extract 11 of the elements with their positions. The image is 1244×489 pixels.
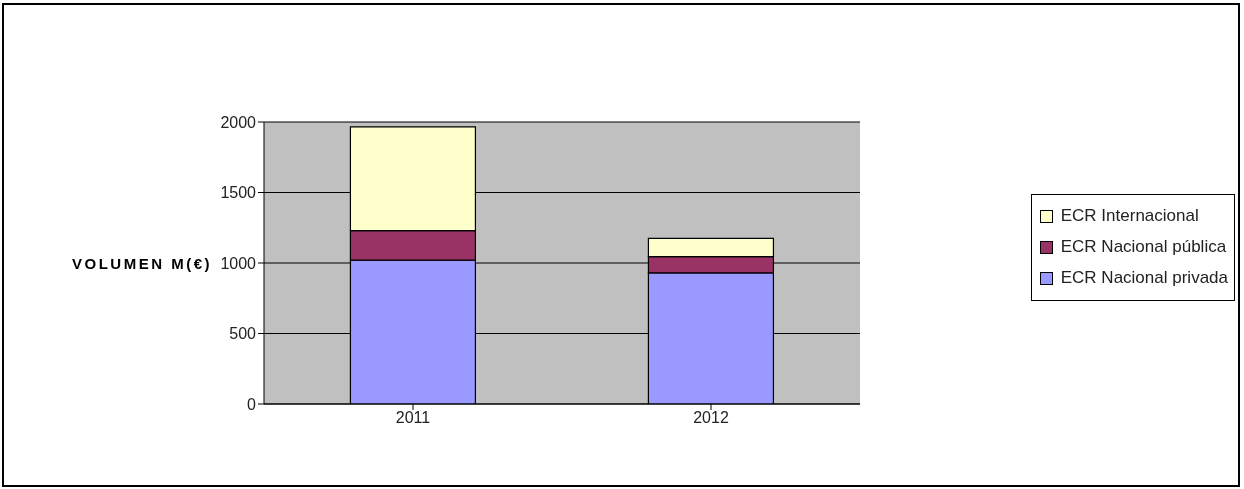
y-tick-label: 500 <box>229 325 257 343</box>
y-tick-label: 1500 <box>220 184 257 202</box>
y-axis-title: VOLUMEN M(€) <box>72 254 212 272</box>
x-tick-label: 2011 <box>395 409 431 427</box>
y-tick-label: 0 <box>247 395 257 413</box>
legend-label: ECR Nacional privada <box>1060 268 1228 288</box>
legend-label: ECR Nacional pública <box>1060 237 1227 257</box>
legend-label: ECR Internacional <box>1060 206 1199 226</box>
y-tick-label: 1000 <box>220 254 257 272</box>
x-tick-label: 2012 <box>693 409 729 427</box>
y-tick-label: 2000 <box>220 113 257 131</box>
